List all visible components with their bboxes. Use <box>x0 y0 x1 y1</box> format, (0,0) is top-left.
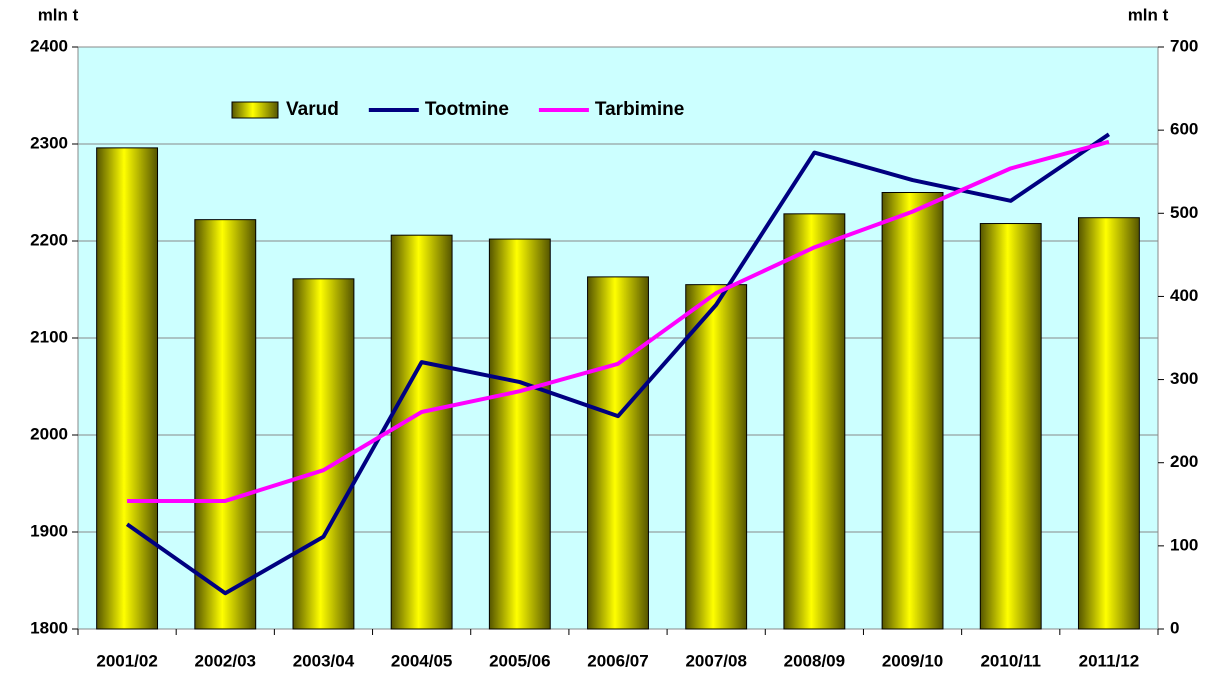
y2-tick-label: 0 <box>1170 618 1179 637</box>
y2-tick-label: 400 <box>1170 286 1198 305</box>
bar <box>881 192 944 630</box>
y-tick-label: 2200 <box>30 230 68 249</box>
legend-swatch <box>231 101 279 119</box>
legend-label: Varud <box>286 99 339 120</box>
y-tick-label: 2300 <box>30 133 68 152</box>
y-tick-label: 2000 <box>30 424 68 443</box>
bar <box>587 276 649 630</box>
legend-label: Tarbimine <box>595 99 684 120</box>
y2-tick-label: 600 <box>1170 120 1198 139</box>
y-tick-label: 2400 <box>30 36 68 55</box>
y2-axis-title: mln t <box>1128 5 1169 24</box>
bar <box>96 147 159 630</box>
x-tick-label: 2009/10 <box>882 651 943 670</box>
bar <box>979 223 1042 630</box>
bar <box>1077 217 1140 630</box>
bar <box>685 284 748 630</box>
y2-tick-label: 500 <box>1170 203 1198 222</box>
x-tick-label: 2010/11 <box>980 651 1041 670</box>
bar <box>488 238 551 630</box>
x-tick-label: 2006/07 <box>587 651 648 670</box>
legend-label: Tootmine <box>425 99 509 120</box>
y2-tick-label: 700 <box>1170 36 1198 55</box>
x-tick-label: 2007/08 <box>685 651 746 670</box>
x-tick-label: 2005/06 <box>489 651 550 670</box>
line <box>125 132 1111 596</box>
x-tick-label: 2011/12 <box>1079 651 1140 670</box>
x-tick-label: 2003/04 <box>293 651 355 670</box>
y-axis-title: mln t <box>38 5 79 24</box>
x-tick-label: 2008/09 <box>784 651 845 670</box>
y-tick-label: 1800 <box>30 618 68 637</box>
bar <box>390 234 453 630</box>
y2-tick-label: 300 <box>1170 369 1198 388</box>
y-tick-label: 2100 <box>30 327 68 346</box>
bar <box>783 213 846 630</box>
y-tick-label: 1900 <box>30 521 68 540</box>
line <box>127 139 1110 503</box>
x-tick-label: 2004/05 <box>391 651 452 670</box>
x-tick-label: 2001/02 <box>96 651 157 670</box>
bar <box>292 278 355 630</box>
y2-tick-label: 200 <box>1170 452 1198 471</box>
bar <box>194 219 257 630</box>
x-tick-label: 2002/03 <box>195 651 256 670</box>
y2-tick-label: 100 <box>1170 535 1198 554</box>
